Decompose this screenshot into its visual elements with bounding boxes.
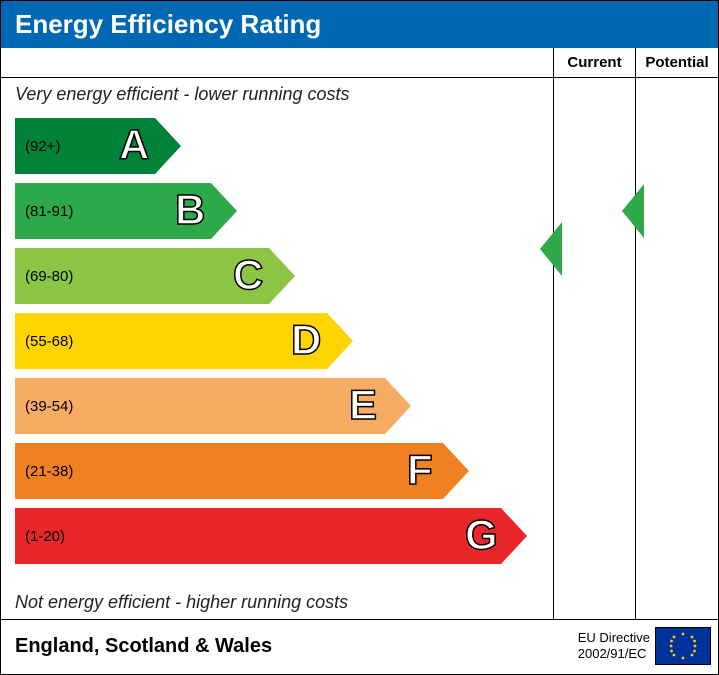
band-bar: (21-38) F	[15, 443, 443, 499]
band-d: (55-68) D	[15, 313, 327, 369]
current-pointer-value: 81	[580, 232, 613, 266]
header-current: Current	[554, 48, 636, 77]
band-letter: A	[119, 121, 149, 169]
band-a: (92+) A	[15, 118, 155, 174]
band-bar: (69-80) C	[15, 248, 269, 304]
caption-efficient: Very energy efficient - lower running co…	[15, 84, 350, 105]
band-bar: (1-20) G	[15, 508, 501, 564]
band-range: (69-80)	[25, 268, 73, 285]
band-range: (55-68)	[25, 333, 73, 350]
band-bar: (81-91) B	[15, 183, 211, 239]
directive-line1: EU Directive	[578, 630, 650, 645]
eu-flag-icon	[656, 628, 710, 664]
band-letter: F	[407, 446, 433, 494]
header-spacer	[1, 48, 554, 77]
band-letter: C	[233, 251, 263, 299]
caption-inefficient: Not energy efficient - higher running co…	[15, 592, 348, 613]
epc-chart: Energy Efficiency Rating Current Potenti…	[0, 0, 719, 675]
band-range: (39-54)	[25, 398, 73, 415]
header-potential: Potential	[636, 48, 718, 77]
band-f: (21-38) F	[15, 443, 443, 499]
band-letter: B	[175, 186, 205, 234]
chart-title: Energy Efficiency Rating	[15, 9, 321, 39]
footer-directive: EU Directive 2002/91/EC	[578, 630, 650, 661]
band-bar: (55-68) D	[15, 313, 327, 369]
band-range: (92+)	[25, 138, 60, 155]
footer-region: England, Scotland & Wales	[15, 635, 272, 658]
band-bar: (39-54) E	[15, 378, 385, 434]
current-column: 81	[554, 78, 636, 619]
footer: England, Scotland & Wales EU Directive 2…	[1, 619, 718, 672]
band-letter: D	[291, 316, 321, 364]
band-g: (1-20) G	[15, 508, 501, 564]
potential-column: 88	[636, 78, 718, 619]
chart-body: Very energy efficient - lower running co…	[1, 78, 718, 619]
footer-right: EU Directive 2002/91/EC	[578, 628, 710, 664]
band-e: (39-54) E	[15, 378, 385, 434]
band-range: (21-38)	[25, 463, 73, 480]
title-bar: Energy Efficiency Rating	[1, 1, 718, 48]
potential-pointer: 88	[644, 184, 714, 238]
header-row: Current Potential	[1, 48, 718, 78]
bands-column: Very energy efficient - lower running co…	[1, 78, 554, 619]
band-b: (81-91) B	[15, 183, 211, 239]
band-letter: E	[349, 381, 377, 429]
band-letter: G	[465, 511, 498, 559]
potential-pointer-value: 88	[662, 194, 695, 228]
band-range: (81-91)	[25, 203, 73, 220]
band-bar: (92+) A	[15, 118, 155, 174]
directive-line2: 2002/91/EC	[578, 646, 647, 661]
band-range: (1-20)	[25, 528, 65, 545]
band-c: (69-80) C	[15, 248, 269, 304]
